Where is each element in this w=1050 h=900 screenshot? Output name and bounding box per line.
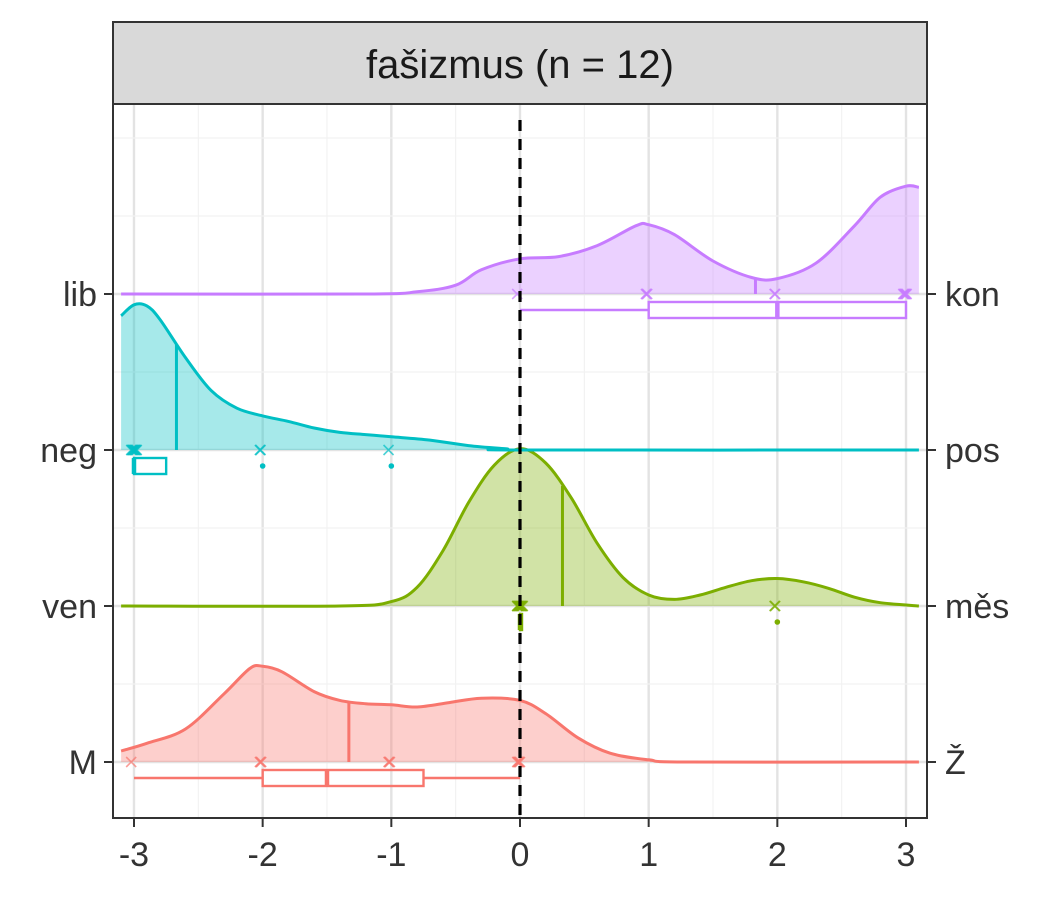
boxplot-box [261,768,425,788]
boxplot [131,456,395,476]
y-label-left: ven [42,588,97,626]
data-point [641,288,653,300]
y-label-right: měs [945,588,1009,626]
data-point [901,288,913,300]
facet-title: fašizmus (n = 12) [366,43,674,87]
facet-strip: fašizmus (n = 12) [112,21,928,105]
data-point [384,756,396,768]
y-label-right: kon [945,276,1000,314]
y-label-right: Ž [945,744,966,782]
y-label-left: neg [40,432,97,470]
density-line [121,447,920,608]
data-point [382,444,395,456]
boxplot-outlier [259,463,266,469]
data-point [769,600,781,612]
x-tick-label: 2 [768,836,787,874]
x-tick-label: -1 [376,836,406,874]
y-label-left: M [69,744,97,782]
density-area [121,185,919,295]
series-neg-pos [120,302,919,476]
x-tick-label: 1 [639,836,658,874]
density-area [121,303,919,451]
density-line [120,663,919,764]
x-tick-label: 0 [511,836,530,874]
y-label-right: pos [945,432,1000,470]
y-label-left: lib [63,276,97,314]
data-point [125,756,137,768]
data-point [255,756,267,768]
data-point [131,444,143,456]
series-lib-kon [121,184,920,320]
boxplot-outlier [774,619,781,625]
data-point [254,444,267,456]
boxplot [520,300,908,320]
x-tick-label: 3 [897,836,916,874]
boxplot-outlier [388,463,395,469]
boxplot [133,768,520,788]
density-line [121,184,920,296]
x-tick-label: -2 [248,836,278,874]
x-tick-label: -3 [119,836,149,874]
data-point [769,288,781,300]
facet-strip-background [112,21,928,105]
data-point [514,756,526,768]
density-line [120,302,919,452]
